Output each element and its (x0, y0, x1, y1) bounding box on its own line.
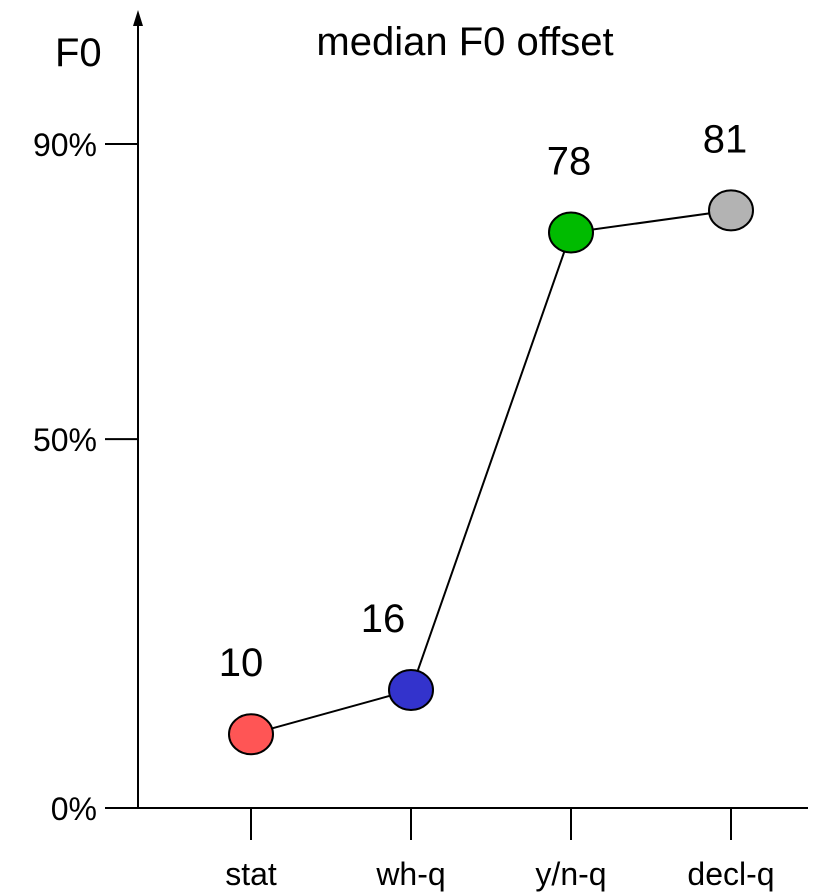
data-labels: 10 16 78 81 (219, 117, 748, 685)
data-point (388, 668, 434, 711)
data-point (548, 211, 594, 254)
data-label: 81 (703, 117, 748, 161)
data-point (228, 713, 274, 756)
y-axis-arrow (133, 10, 143, 26)
data-label: 16 (361, 597, 406, 641)
y-tick-label: 90% (33, 127, 97, 163)
data-label: 10 (219, 641, 264, 685)
x-tick-label: y/n-q (535, 856, 606, 892)
chart-title: median F0 offset (316, 20, 613, 64)
x-tick-label: stat (225, 856, 277, 892)
x-tick-label: decl-q (687, 856, 774, 892)
y-tick-label: 0% (51, 791, 97, 827)
y-tick-label: 50% (33, 422, 97, 458)
series-line-group (250, 209, 732, 736)
data-point (708, 189, 754, 232)
series-line (250, 209, 732, 736)
y-ticks: 0% 50% 90% (33, 127, 138, 827)
data-points (228, 189, 754, 756)
x-ticks: stat wh-q y/n-q decl-q (225, 808, 775, 892)
x-tick-label: wh-q (375, 856, 445, 892)
y-axis-title: F0 (55, 31, 102, 75)
data-label: 78 (547, 140, 592, 184)
